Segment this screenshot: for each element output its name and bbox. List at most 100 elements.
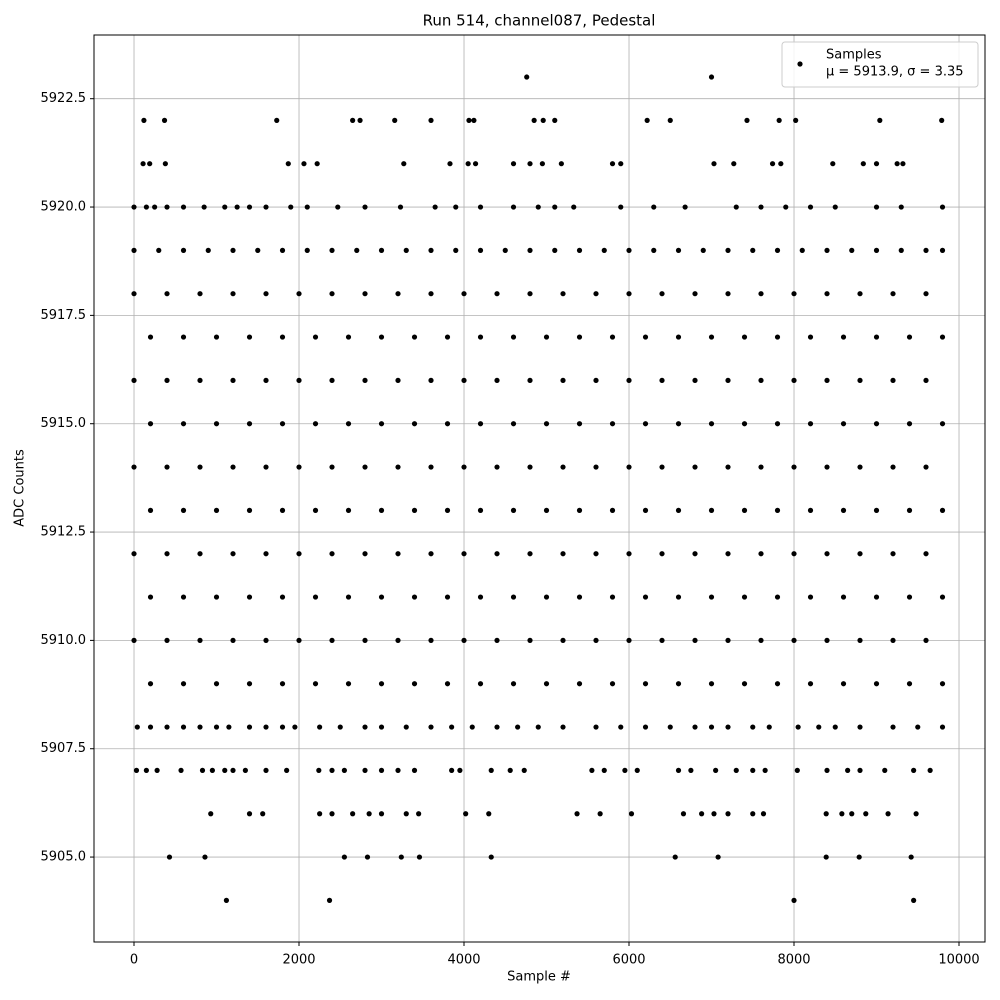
data-point	[296, 377, 302, 383]
data-point	[362, 551, 368, 557]
data-point	[444, 594, 451, 600]
data-point	[447, 161, 453, 167]
data-point	[824, 377, 830, 383]
data-point	[362, 204, 368, 210]
data-point	[898, 247, 904, 253]
data-point	[807, 421, 814, 427]
data-point	[682, 204, 688, 210]
data-point	[692, 551, 698, 557]
data-point	[675, 334, 682, 340]
data-point	[378, 507, 385, 513]
data-point	[510, 421, 517, 427]
data-point	[510, 681, 517, 687]
data-point	[242, 767, 248, 773]
data-point	[527, 551, 533, 557]
data-point	[341, 767, 347, 773]
data-point	[552, 247, 558, 253]
data-point	[378, 247, 385, 253]
data-point	[230, 637, 236, 643]
data-point	[906, 507, 913, 513]
data-point	[824, 464, 830, 470]
data-point	[263, 291, 269, 297]
data-point	[180, 247, 187, 253]
data-point	[923, 291, 929, 297]
data-point	[288, 204, 294, 210]
data-point	[395, 767, 401, 773]
data-point	[428, 724, 434, 730]
data-point	[166, 854, 173, 860]
data-point	[527, 247, 533, 253]
data-point	[873, 334, 880, 340]
data-point	[774, 507, 781, 513]
data-point	[939, 421, 946, 427]
data-point	[488, 767, 494, 773]
data-point	[626, 291, 632, 297]
data-point	[378, 811, 385, 817]
data-point	[314, 161, 320, 167]
data-point	[776, 117, 782, 123]
data-point	[164, 464, 170, 470]
data-point	[131, 377, 137, 383]
data-point	[675, 767, 682, 773]
data-point	[312, 334, 319, 340]
data-point	[744, 117, 750, 123]
data-point	[906, 681, 913, 687]
data-point	[197, 637, 203, 643]
data-point	[477, 594, 484, 600]
data-point	[164, 637, 170, 643]
data-point	[296, 291, 302, 297]
data-point	[223, 897, 230, 903]
data-point	[762, 767, 768, 773]
data-point	[758, 637, 764, 643]
data-point	[147, 724, 154, 730]
data-point	[675, 681, 682, 687]
legend-box	[781, 41, 979, 88]
data-point	[494, 637, 500, 643]
data-point	[403, 811, 409, 817]
data-point	[939, 204, 946, 210]
data-point	[593, 377, 599, 383]
data-point	[794, 767, 800, 773]
data-point	[552, 117, 558, 123]
data-point	[857, 767, 863, 773]
data-point	[457, 767, 463, 773]
data-point	[403, 247, 409, 253]
data-point	[692, 291, 698, 297]
data-point	[329, 247, 335, 253]
data-point	[873, 247, 880, 253]
data-point	[449, 724, 455, 730]
data-point	[593, 724, 599, 730]
data-point	[560, 377, 566, 383]
data-point	[366, 811, 372, 817]
data-point	[725, 464, 731, 470]
data-point	[807, 334, 814, 340]
data-point	[444, 507, 451, 513]
data-point	[576, 247, 583, 253]
data-point	[873, 507, 880, 513]
data-point	[543, 681, 550, 687]
data-point	[939, 334, 946, 340]
y-tick-label: 5920.0	[41, 200, 87, 215]
data-point	[911, 897, 917, 903]
x-tick-label: 6000	[612, 953, 645, 968]
data-point	[326, 897, 333, 903]
data-point	[890, 637, 896, 643]
data-point	[205, 247, 211, 253]
data-point	[576, 507, 583, 513]
data-point	[609, 507, 616, 513]
data-point	[923, 377, 929, 383]
data-point	[428, 247, 434, 253]
data-point	[840, 334, 847, 340]
data-point	[857, 377, 863, 383]
data-point	[890, 551, 896, 557]
data-point	[341, 854, 347, 860]
data-point	[378, 594, 385, 600]
data-point	[411, 594, 418, 600]
data-point	[769, 161, 776, 167]
data-point	[416, 811, 422, 817]
data-point	[628, 811, 635, 817]
data-point	[609, 594, 616, 600]
data-point	[659, 377, 665, 383]
data-point	[731, 161, 737, 167]
